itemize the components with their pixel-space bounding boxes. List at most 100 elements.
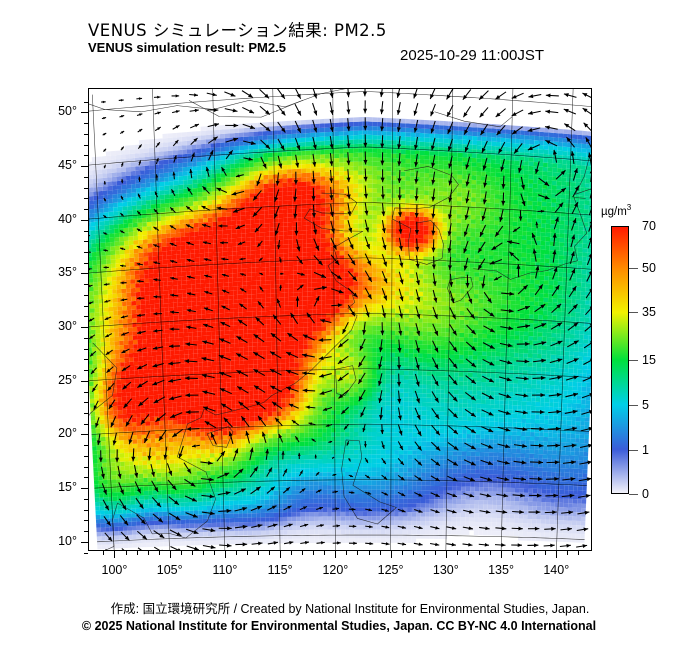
xtick-minor: [512, 551, 514, 555]
xtick-minor: [567, 551, 569, 555]
ytick-minor: [84, 531, 88, 533]
colorbar-tick-label: 70: [642, 219, 656, 233]
ytick-label: 45°: [58, 158, 77, 173]
xtick-minor: [368, 551, 370, 555]
colorbar-unit-exponent: 3: [626, 203, 632, 212]
ytick-minor: [84, 402, 88, 404]
xtick-major: [501, 551, 503, 558]
xtick-minor: [136, 551, 138, 555]
xtick-label: 135°: [488, 563, 514, 577]
xtick-minor: [291, 551, 293, 555]
xtick-minor: [490, 551, 491, 555]
xtick-minor: [412, 551, 414, 555]
ytick-major: [81, 273, 88, 275]
xtick-major: [114, 551, 116, 558]
xtick-minor: [346, 551, 348, 555]
xtick-major: [445, 551, 447, 558]
ytick-minor: [84, 348, 88, 350]
xtick-label: 110°: [212, 563, 238, 577]
xtick-minor: [545, 551, 547, 555]
xtick-major: [335, 551, 337, 558]
xtick-major: [556, 551, 558, 558]
ytick-minor: [84, 316, 88, 318]
ytick-minor: [84, 209, 88, 211]
xtick-label: 100°: [101, 563, 128, 577]
ytick-minor: [84, 155, 88, 157]
xtick-minor: [191, 551, 193, 555]
ytick-minor: [84, 445, 88, 447]
xtick-minor: [456, 551, 458, 555]
ytick-label: 50°: [58, 104, 77, 119]
xtick-minor: [467, 551, 469, 555]
ytick-minor: [84, 359, 88, 361]
xtick-minor: [202, 551, 204, 555]
ytick-major: [81, 434, 88, 436]
xtick-label: 125°: [377, 563, 404, 577]
ytick-label: 35°: [58, 265, 77, 280]
title-english: VENUS simulation result: PM2.5: [88, 40, 286, 55]
xtick-minor: [478, 551, 480, 555]
ytick-minor: [84, 466, 88, 468]
ytick-minor: [84, 391, 88, 393]
xtick-minor: [235, 551, 237, 555]
colorbar-tick: [629, 360, 638, 361]
ytick-minor: [84, 552, 88, 554]
xtick-minor: [258, 551, 260, 555]
colorbar-tick-label: 0: [642, 487, 649, 501]
xtick-minor: [103, 551, 105, 555]
xtick-minor: [213, 551, 215, 555]
colorbar-gradient: [611, 226, 629, 494]
colorbar-tick: [629, 268, 638, 270]
ytick-minor: [84, 144, 88, 146]
ytick-major: [81, 327, 88, 329]
ytick-label: 20°: [58, 426, 77, 441]
xtick-minor: [423, 551, 425, 555]
colorbar-tick-label: 1: [642, 443, 649, 458]
ytick-major: [81, 166, 88, 168]
xtick-minor: [523, 551, 525, 555]
ytick-minor: [84, 133, 88, 135]
ytick-label: 40°: [58, 211, 77, 226]
title-japanese: VENUS シミュレーション結果: PM2.5: [88, 21, 387, 40]
ytick-minor: [84, 477, 88, 479]
ytick-major: [81, 541, 88, 543]
xtick-label: 105°: [156, 563, 183, 577]
ytick-minor: [84, 123, 88, 125]
colorbar: 70 50 35 15 5 1 0: [611, 219, 656, 501]
ytick-minor: [84, 294, 88, 296]
xtick-label: 130°: [432, 563, 459, 577]
ytick-minor: [84, 520, 88, 522]
ytick-label: 25°: [58, 372, 77, 387]
colorbar-tick: [629, 494, 638, 495]
map-plot-area: [88, 88, 592, 551]
xtick-major: [169, 551, 171, 558]
xtick-minor: [180, 551, 182, 555]
colorbar-unit-text: µg/m: [601, 205, 627, 218]
ytick-major: [81, 112, 88, 114]
colorbar-tick: [629, 450, 638, 452]
ytick-minor: [84, 305, 88, 307]
xtick-label: 120°: [322, 563, 349, 577]
xtick-major: [280, 551, 282, 558]
xtick-minor: [147, 551, 149, 555]
ytick-minor: [84, 101, 88, 103]
colorbar-tick-label: 15: [642, 353, 656, 367]
xtick-minor: [379, 551, 381, 555]
colorbar-tick-label: 50: [642, 261, 656, 276]
ytick-minor: [84, 230, 88, 232]
ytick-minor: [84, 251, 88, 253]
xtick-minor: [158, 551, 160, 555]
ytick-minor: [84, 176, 88, 178]
ytick-minor: [84, 284, 88, 286]
ytick-minor: [84, 187, 88, 189]
colorbar-tick-label: 5: [642, 398, 649, 413]
xtick-minor: [324, 551, 326, 555]
xtick-minor: [401, 551, 403, 555]
ytick-minor: [84, 370, 88, 372]
ytick-minor: [84, 337, 88, 339]
xtick-minor: [269, 551, 271, 555]
colorbar-unit-label: µg/m3: [601, 203, 631, 218]
ytick-major: [81, 488, 88, 490]
colorbar-tick-label: 35: [642, 305, 656, 320]
ytick-label: 15°: [58, 480, 77, 495]
